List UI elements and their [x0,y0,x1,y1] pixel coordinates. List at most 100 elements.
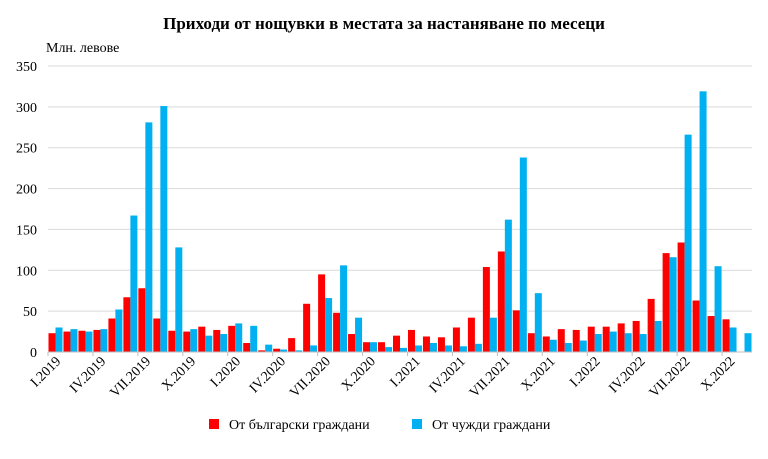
bar [669,257,677,352]
bar [370,342,378,352]
x-tick-label: VII.2021 [467,354,514,401]
bar [557,329,565,352]
bar [662,253,670,352]
bar [677,242,685,352]
bar [310,345,318,352]
bar [78,330,86,352]
bar [63,331,71,352]
bar [115,309,123,352]
bar [325,298,333,352]
bar [123,297,131,352]
legend: От български граждани От чужди граждани [209,418,551,433]
chart-title: Приходи от нощувки в местата за настаняв… [163,14,605,33]
bar [624,333,632,352]
x-tick-label: I.2021 [388,354,424,390]
bar [273,348,281,352]
y-tick-label: 250 [16,142,37,157]
bar [692,300,700,352]
bar [205,335,213,352]
bar [153,318,161,352]
bar [722,319,730,352]
y-tick-label: 200 [16,183,37,198]
bar [549,339,557,352]
bar [160,106,168,352]
bar [489,317,497,352]
bar [609,331,617,352]
x-tick-label: I.2022 [567,354,603,390]
bar [340,265,348,352]
bar [452,327,460,352]
bar [572,329,580,352]
bar [444,345,452,352]
bar [348,334,356,352]
y-tick-label: 100 [16,264,37,279]
bar [504,219,512,352]
y-tick-label: 300 [16,101,37,116]
bar [587,326,595,352]
x-tick-label: I.2020 [208,354,244,390]
y-tick-label: 0 [30,346,37,361]
bar [363,342,371,352]
bar [190,329,198,352]
bar [355,317,363,352]
bar [497,251,505,352]
bar [407,329,415,352]
bar [579,340,587,352]
bar [699,91,707,353]
legend-label-foreign: От чужди граждани [432,418,551,433]
bar [482,267,490,352]
bar [265,344,273,352]
bar [295,350,303,352]
x-tick-label: VII.2022 [647,354,694,401]
bar [183,331,191,352]
legend-label-bulgarian: От български граждани [229,418,370,433]
bar [467,317,475,352]
bar [48,333,56,352]
bar [542,336,550,352]
x-tick-label: X.2021 [519,354,559,394]
bar [534,293,542,352]
bar [130,215,138,352]
bars [48,91,752,353]
bar [288,338,296,352]
x-tick-label: X.2022 [698,354,738,394]
bar [303,303,311,352]
x-tick-label: X.2019 [159,354,199,394]
x-tick-label: X.2020 [339,354,379,394]
bar [378,342,386,352]
bar [85,331,93,352]
bar [258,350,266,352]
bar [519,157,527,352]
bar [527,333,535,352]
bar [228,325,236,352]
bar [714,266,722,352]
y-tick-label: 350 [16,60,37,75]
x-tick-label: IV.2019 [67,354,109,396]
y-axis-ticks: 0 50 100 150 200 250 300 350 [16,60,37,361]
bar [250,325,258,352]
bar [422,336,430,352]
bar [564,343,572,352]
bar [512,310,520,352]
bar [459,346,467,352]
bar [707,316,715,352]
legend-swatch-bulgarian [209,419,219,429]
bar [318,274,326,352]
x-tick-label: VII.2019 [108,354,155,401]
x-tick-label: VII.2020 [287,354,334,401]
y-tick-label: 50 [23,305,37,320]
gridlines [48,65,752,312]
bar [108,318,116,352]
bar [213,329,221,352]
bar [647,298,655,352]
bar [385,347,393,352]
bar [235,323,243,352]
x-tick-label: IV.2022 [606,354,648,396]
bar [654,320,662,352]
bar [93,329,101,352]
bar [617,323,625,352]
bar [393,335,400,352]
bar [198,326,206,352]
